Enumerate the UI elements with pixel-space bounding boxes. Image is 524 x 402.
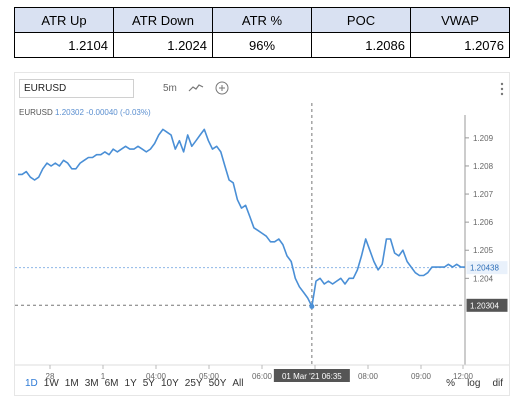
header-atr-up: ATR Up <box>14 7 114 33</box>
menu-icon[interactable] <box>499 81 505 97</box>
y-tick-label: 1.206 <box>473 218 494 227</box>
range-10y[interactable]: 10Y <box>160 378 179 389</box>
current-price-label-box <box>466 261 508 275</box>
legend-price: 1.20302 <box>55 108 84 117</box>
range-all[interactable]: All <box>232 378 244 389</box>
eurusd-price-line <box>18 128 465 308</box>
value-poc: 1.2086 <box>311 32 411 58</box>
header-poc: POC <box>311 7 411 33</box>
range-50y[interactable]: 50Y <box>208 378 227 389</box>
crosshair-marker <box>309 303 315 309</box>
plus-icon[interactable] <box>213 79 231 97</box>
x-tick-label: 09:00 <box>411 372 432 381</box>
value-atr-percent: 96% <box>212 32 312 58</box>
option-percent[interactable]: % <box>446 378 456 389</box>
y-tick-label: 1.207 <box>473 190 494 199</box>
chart-legend: EURUSD 1.20302 -0.00040 (-0.03%) <box>19 108 151 117</box>
x-tick-label: 12:00 <box>453 372 474 381</box>
chart-toolbar: 5m <box>15 73 509 103</box>
price-chart[interactable]: 1.209 1.208 1.207 1.206 1.205 1.204 28 1 04:00 05… <box>15 73 509 395</box>
x-tick-label: 06:00 <box>252 372 273 381</box>
crosshair-time-box <box>273 369 350 382</box>
y-tick-label: 1.208 <box>473 162 494 171</box>
atr-stats-table: ATR Up ATR Down ATR % POC VWAP 1.2104 1.… <box>14 7 510 58</box>
y-tick-label: 1.209 <box>473 134 494 143</box>
option-log[interactable]: log <box>467 378 481 389</box>
range-3m[interactable]: 3M <box>84 378 99 389</box>
range-1y[interactable]: 1Y <box>124 378 137 389</box>
range-5y[interactable]: 5Y <box>142 378 155 389</box>
time-range-selector: 1D 1W 1M 3M 6M 1Y 5Y 10Y 25Y 50Y All <box>25 378 250 389</box>
stats-value-row: 1.2104 1.2024 96% 1.2086 1.2076 <box>14 32 510 58</box>
range-1m[interactable]: 1M <box>64 378 79 389</box>
range-25y[interactable]: 25Y <box>184 378 203 389</box>
legend-symbol: EURUSD <box>19 108 53 117</box>
value-atr-up: 1.2104 <box>14 32 114 58</box>
y-tick-label: 1.204 <box>473 274 494 283</box>
legend-change: -0.00040 (-0.03%) <box>86 108 151 117</box>
header-atr-down: ATR Down <box>113 7 213 33</box>
option-dif[interactable]: dif <box>492 378 503 389</box>
current-price-label: 1.20438 <box>470 264 499 273</box>
x-tick-label: 08:00 <box>358 372 379 381</box>
crosshair-price-label: 1.20304 <box>470 301 499 310</box>
range-6m[interactable]: 6M <box>104 378 119 389</box>
chart-options: % log dif <box>434 378 503 389</box>
chart-widget: 1.209 1.208 1.207 1.206 1.205 1.204 28 1 04:00 05… <box>14 72 510 396</box>
interval-selector[interactable]: 5m <box>163 83 177 94</box>
x-tick-label: 05:00 <box>199 372 220 381</box>
x-tick-label: 1 <box>101 372 106 381</box>
header-atr-percent: ATR % <box>212 7 312 33</box>
line-chart-icon[interactable] <box>187 79 205 97</box>
crosshair-time-label: 01 Mar '21 06:35 <box>282 372 342 381</box>
stats-header-row: ATR Up ATR Down ATR % POC VWAP <box>14 7 510 33</box>
crosshair-price-label-box <box>466 298 508 312</box>
x-tick-label: 04:00 <box>146 372 167 381</box>
header-vwap: VWAP <box>410 7 510 33</box>
range-1d[interactable]: 1D <box>25 378 38 389</box>
y-tick-label: 1.205 <box>473 246 494 255</box>
symbol-input[interactable] <box>19 79 134 98</box>
range-1w[interactable]: 1W <box>43 378 59 389</box>
value-atr-down: 1.2024 <box>113 32 213 58</box>
x-tick-label: 28 <box>46 372 55 381</box>
value-vwap: 1.2076 <box>410 32 510 58</box>
